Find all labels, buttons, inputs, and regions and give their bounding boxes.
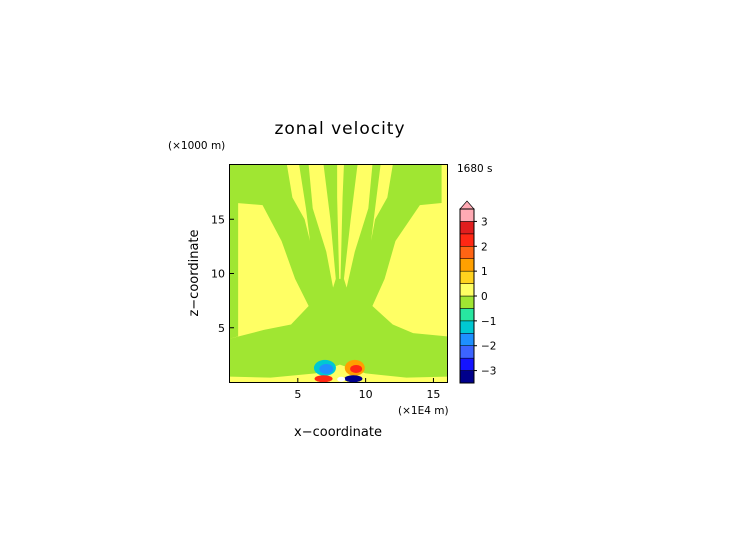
x-axis: 5 10 15 (294, 378, 440, 401)
colorbar-tick-label: 2 (481, 241, 488, 253)
colorbar-extend-arrow (459, 200, 475, 210)
colorbar-segment (459, 283, 475, 297)
colorbar-segment (459, 333, 475, 346)
y-unit-label: (×1000 m) (168, 140, 225, 152)
x-tick-label: 15 (426, 388, 440, 401)
colorbar-tick-label: 3 (481, 216, 488, 228)
x-tick-label: 5 (294, 388, 301, 401)
colorbar-segment (459, 320, 475, 334)
colorbar-segment (459, 345, 475, 359)
y-axis: 5 10 15 (211, 213, 234, 335)
field-blob-red-surface (314, 375, 333, 383)
colorbar-segment (459, 295, 475, 309)
y-tick-label: 15 (211, 213, 225, 226)
field-region-edge (230, 165, 239, 339)
x-tick-label: 10 (359, 388, 373, 401)
colorbar-segment (459, 308, 475, 322)
colorbar-tick-label: 1 (481, 266, 488, 278)
x-axis-label: x−coordinate (294, 425, 382, 440)
colorbar-segment (459, 370, 475, 384)
field-branch-1 (308, 165, 336, 288)
field-blob-core (337, 376, 346, 382)
colorbar-segment (459, 246, 475, 259)
colorbar-segment (459, 233, 475, 247)
colorbar-segment (459, 208, 475, 222)
plot-frame (229, 164, 448, 383)
field-blob-darkblue-surface (344, 375, 363, 383)
field-branch-2 (343, 165, 373, 288)
colorbar-segment (459, 221, 475, 235)
colorbar-tick-label: 0 (481, 291, 488, 303)
contour-field (230, 165, 447, 383)
x-unit-label: (×1E4 m) (398, 405, 449, 417)
field-branch-5 (337, 165, 344, 279)
chart-title: zonal velocity (274, 119, 405, 139)
y-tick-label: 5 (218, 322, 225, 335)
colorbar-segment (459, 258, 475, 272)
field-region-negative (230, 165, 447, 378)
field-blob-blue (319, 363, 334, 374)
field-blob-red (350, 364, 363, 373)
colorbar-segment (459, 270, 475, 284)
colorbar-tick-label: −3 (481, 366, 496, 378)
colorbar-tick-label: −1 (481, 316, 496, 328)
y-axis-label: z−coordinate (187, 229, 202, 316)
colorbar-segment (459, 357, 475, 371)
colorbar-tick-label: −2 (481, 341, 496, 353)
y-tick-label: 10 (211, 268, 225, 281)
colorbar: −3 −2 −1 0 1 2 3 (459, 200, 496, 384)
field-branch-3 (286, 165, 311, 241)
field-branch-4 (371, 165, 393, 241)
time-label: 1680 s (457, 163, 493, 175)
